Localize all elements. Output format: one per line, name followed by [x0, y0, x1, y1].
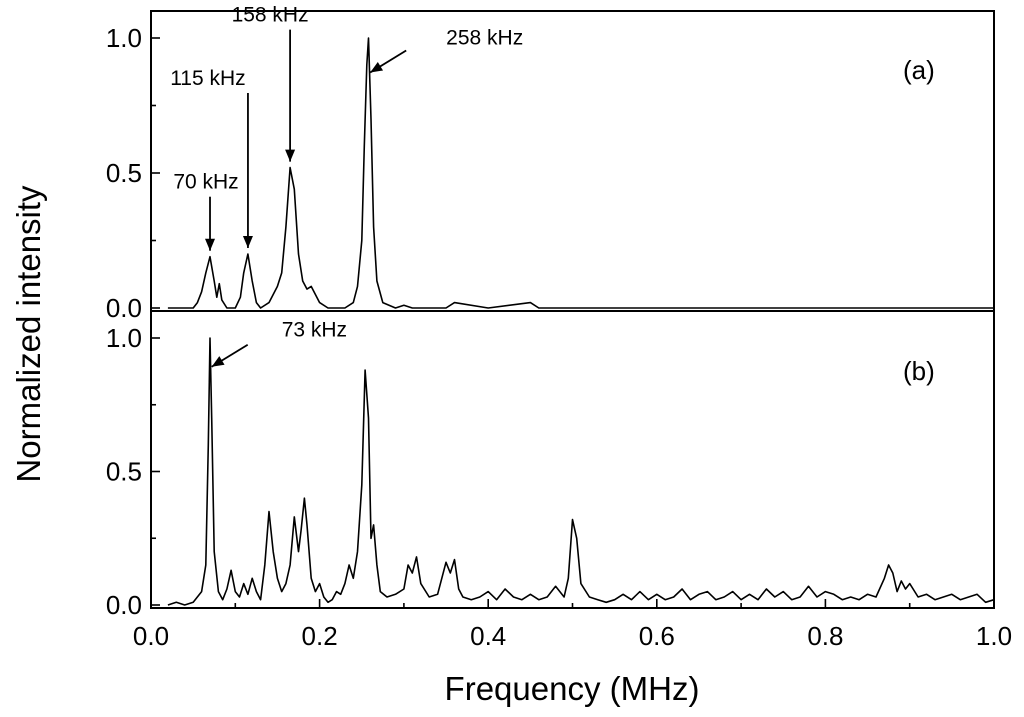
x-axis-title: Frequency (MHz) — [445, 670, 700, 707]
x-tick-label: 0.0 — [133, 621, 169, 651]
y-tick-label: 1.0 — [106, 323, 142, 353]
annotation-arrowhead — [205, 238, 216, 251]
annotation-arrowhead — [211, 356, 225, 367]
annotation-arrowhead — [285, 149, 296, 162]
x-tick-label: 0.8 — [807, 621, 843, 651]
spectrum-line-panel-b — [167, 337, 995, 606]
annotation-label: 158 kHz — [232, 4, 309, 27]
y-tick-label: 0.5 — [106, 457, 142, 487]
annotation-label: 73 kHz — [282, 319, 347, 342]
x-tick-label: 0.4 — [470, 621, 506, 651]
y-tick-label: 1.0 — [106, 23, 142, 53]
annotation-arrowhead — [370, 61, 384, 73]
y-tick-label: 0.0 — [106, 590, 142, 620]
x-tick-label: 0.2 — [302, 621, 338, 651]
panel-label-a: (a) — [903, 55, 935, 85]
annotation-label: 258 kHz — [446, 27, 523, 50]
panel-label-b: (b) — [903, 356, 935, 386]
spectrum-line-panel-a — [167, 37, 994, 309]
annotation-label: 115 kHz — [170, 67, 245, 90]
x-tick-label: 1.0 — [976, 621, 1012, 651]
annotation-arrowhead — [242, 236, 253, 248]
annotation-label: 70 kHz — [173, 171, 238, 194]
y-tick-label: 0.0 — [106, 293, 142, 323]
y-axis-title: Normalized intensity — [10, 185, 47, 483]
x-tick-label: 0.6 — [639, 621, 675, 651]
plot-frame — [150, 10, 995, 609]
y-tick-label: 0.5 — [106, 158, 142, 188]
